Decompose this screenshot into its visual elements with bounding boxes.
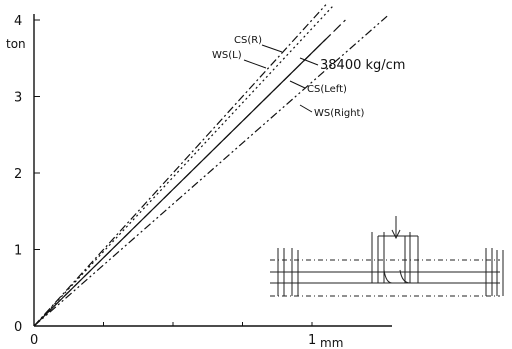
series-line-1 xyxy=(33,4,335,327)
y-tick-label: 2 xyxy=(14,167,22,182)
annotation-label: CS(Left) xyxy=(307,84,347,95)
annotation-label: WS(L) xyxy=(212,50,242,61)
annotation-label: CS(R) xyxy=(234,35,262,46)
y-axis-label: ton xyxy=(6,37,26,51)
x-tick-label: 0 xyxy=(30,333,38,348)
annotation-leader xyxy=(299,57,319,66)
y-tick-label: 0 xyxy=(14,320,22,335)
ticks: 0 1 0 1 2 3 4 xyxy=(14,14,316,348)
specimen-diagram xyxy=(270,216,504,297)
y-tick-label: 4 xyxy=(14,14,22,29)
y-tick-label: 1 xyxy=(14,244,22,259)
series-line-0 xyxy=(33,4,327,327)
annotation-leader xyxy=(261,44,283,53)
annotations: CS(R) WS(L) 38400 kg/cm CS(Left) WS(Right) xyxy=(212,35,405,119)
series-line-4 xyxy=(33,15,388,327)
x-axis-label: mm xyxy=(320,336,343,349)
y-tick-label: 3 xyxy=(14,91,22,106)
series-line-3 xyxy=(33,19,346,327)
annotation-leader xyxy=(243,59,267,69)
annotation-label: 38400 kg/cm xyxy=(320,58,405,73)
series-lines xyxy=(33,4,388,327)
annotation-leader xyxy=(299,104,313,113)
x-tick-label: 1 xyxy=(308,333,316,348)
annotation-label: WS(Right) xyxy=(314,108,364,119)
annotation-leader xyxy=(289,80,306,89)
